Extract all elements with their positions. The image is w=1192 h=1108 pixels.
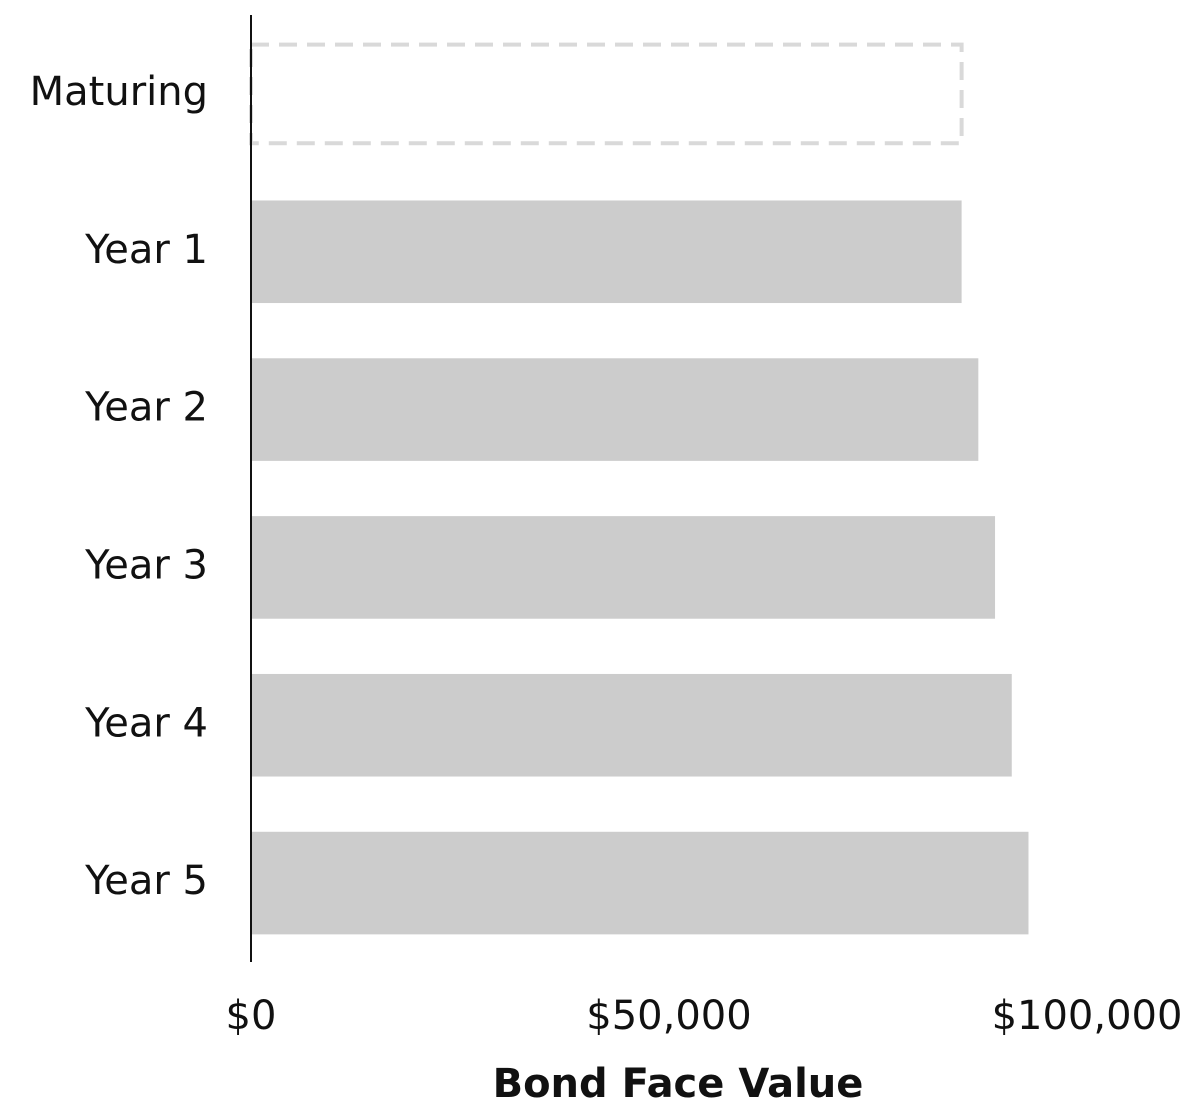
bar [251, 358, 979, 461]
x-tick-label: $0 [226, 993, 277, 1039]
y-tick-label: Year 2 [84, 385, 208, 431]
x-tick-label: $100,000 [992, 993, 1183, 1039]
x-axis-title: Bond Face Value [493, 1061, 864, 1107]
y-tick-label: Year 3 [84, 542, 208, 588]
bar [251, 673, 1012, 777]
y-tick-label: Year 5 [84, 858, 208, 904]
x-tick-label: $50,000 [586, 993, 751, 1039]
bar [251, 831, 1029, 935]
y-tick-label: Year 4 [84, 700, 208, 746]
y-tick-label: Year 1 [84, 227, 208, 273]
bar [251, 516, 996, 619]
bar-outline [249, 42, 964, 146]
y-tick-label: Maturing [30, 69, 208, 115]
bar [251, 200, 962, 304]
